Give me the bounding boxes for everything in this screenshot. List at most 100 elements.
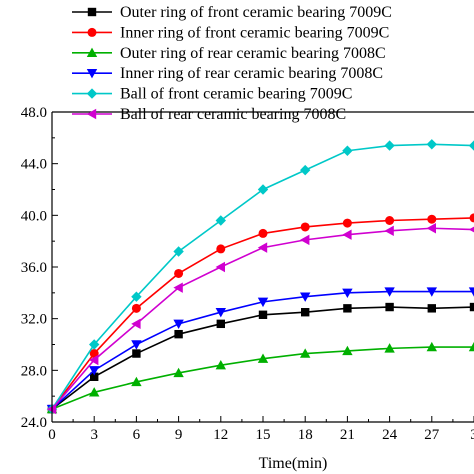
data-point bbox=[426, 139, 437, 150]
y-tick-label: 36.0 bbox=[21, 260, 47, 276]
legend-swatch-marker bbox=[87, 7, 97, 17]
legend-swatch-marker bbox=[86, 69, 98, 79]
data-point bbox=[300, 164, 311, 176]
x-tick-label: 15 bbox=[256, 427, 271, 443]
legend-swatch-marker bbox=[86, 88, 98, 99]
data-point bbox=[173, 367, 184, 378]
data-point bbox=[215, 308, 226, 318]
data-point bbox=[258, 228, 268, 238]
data-point bbox=[131, 376, 142, 387]
legend-item: Outer ring of rear ceramic bearing 7008C bbox=[72, 45, 386, 62]
y-tick-label: 24.0 bbox=[21, 415, 47, 431]
series-line bbox=[51, 143, 474, 410]
data-point bbox=[342, 218, 352, 228]
data-point bbox=[257, 353, 269, 363]
data-point bbox=[300, 234, 310, 246]
data-point bbox=[258, 310, 268, 319]
data-point bbox=[342, 345, 353, 356]
x-tick-label: 18 bbox=[298, 427, 313, 443]
data-point bbox=[300, 292, 311, 302]
data-point bbox=[384, 225, 394, 237]
series-3 bbox=[46, 341, 474, 414]
legend-item: Inner ring of rear ceramic bearing 7008C bbox=[72, 65, 383, 82]
legend-item: Outer ring of front ceramic bearing 7009… bbox=[72, 4, 392, 21]
data-point bbox=[384, 140, 395, 151]
legend-label: Outer ring of front ceramic bearing 7009… bbox=[120, 4, 392, 21]
x-tick-label: 6 bbox=[133, 427, 141, 443]
data-point bbox=[173, 282, 183, 293]
data-point bbox=[469, 302, 474, 312]
data-point bbox=[132, 349, 141, 358]
series-6 bbox=[46, 223, 474, 415]
data-point bbox=[426, 223, 436, 234]
data-point bbox=[385, 216, 395, 225]
data-point bbox=[343, 304, 352, 313]
data-point bbox=[89, 366, 100, 376]
data-point bbox=[384, 287, 395, 297]
data-point bbox=[216, 319, 225, 329]
data-point bbox=[131, 303, 141, 313]
data-point bbox=[173, 246, 184, 257]
data-point bbox=[131, 340, 142, 350]
series-4 bbox=[46, 287, 474, 415]
data-point bbox=[426, 341, 437, 352]
legend-swatch-marker bbox=[87, 27, 97, 37]
y-tick-label: 48.0 bbox=[21, 105, 47, 121]
series-layer bbox=[46, 139, 474, 415]
legend-item: Ball of front ceramic bearing 7009C bbox=[72, 86, 352, 103]
data-point bbox=[216, 244, 226, 254]
data-point bbox=[426, 287, 437, 297]
data-point bbox=[468, 140, 474, 151]
data-point bbox=[427, 304, 436, 313]
legend-swatch-marker bbox=[86, 47, 98, 57]
data-point bbox=[468, 287, 474, 297]
data-point bbox=[174, 268, 184, 278]
data-point bbox=[215, 261, 225, 273]
series-2 bbox=[47, 213, 474, 414]
data-point bbox=[385, 302, 394, 312]
data-point bbox=[215, 359, 226, 370]
x-tick-label: 21 bbox=[340, 427, 355, 443]
data-point bbox=[342, 288, 353, 299]
data-point bbox=[468, 226, 474, 233]
data-point bbox=[301, 308, 310, 317]
x-tick-label: 12 bbox=[213, 427, 228, 443]
y-tick-label: 32.0 bbox=[21, 312, 47, 328]
legend: Outer ring of front ceramic bearing 7009… bbox=[72, 4, 392, 123]
data-point bbox=[89, 339, 100, 350]
data-point bbox=[89, 387, 100, 397]
legend-label: Outer ring of rear ceramic bearing 7008C bbox=[120, 45, 386, 62]
data-point bbox=[342, 229, 352, 240]
x-tick-label: 27 bbox=[424, 427, 440, 443]
y-tick-label: 44.0 bbox=[21, 157, 47, 173]
data-point bbox=[131, 291, 142, 302]
legend-item: Ball of rear ceramic bearing 7008C bbox=[72, 106, 346, 123]
data-point bbox=[90, 372, 99, 381]
y-tick-label: 40.0 bbox=[21, 208, 47, 224]
data-point bbox=[342, 145, 353, 156]
legend-label: Inner ring of rear ceramic bearing 7008C bbox=[120, 65, 383, 82]
data-point bbox=[215, 215, 226, 226]
data-point bbox=[469, 213, 474, 223]
x-tick-label: 9 bbox=[175, 427, 183, 443]
x-tick-label: 3 bbox=[90, 427, 98, 443]
legend-label: Inner ring of front ceramic bearing 7009… bbox=[120, 24, 389, 41]
data-point bbox=[89, 349, 99, 359]
data-point bbox=[89, 354, 99, 366]
x-tick-label: 24 bbox=[382, 427, 398, 443]
axes: 24.0 28.0 32.0 36.0 40.0 44.0 48.0 0 3 6 9 12 15 18 21… bbox=[21, 105, 474, 443]
legend-label: Ball of front ceramic bearing 7009C bbox=[120, 86, 352, 103]
legend-swatch-marker bbox=[86, 108, 97, 120]
data-point bbox=[384, 343, 395, 353]
data-point bbox=[257, 184, 269, 195]
series-line bbox=[51, 290, 474, 410]
data-point bbox=[300, 222, 310, 232]
y-tick-label: 28.0 bbox=[21, 363, 47, 379]
data-point bbox=[257, 242, 268, 253]
x-tick-label: 0 bbox=[48, 427, 56, 443]
data-point bbox=[131, 318, 141, 330]
data-point bbox=[300, 348, 311, 358]
data-point bbox=[468, 341, 474, 352]
data-point bbox=[257, 297, 269, 308]
